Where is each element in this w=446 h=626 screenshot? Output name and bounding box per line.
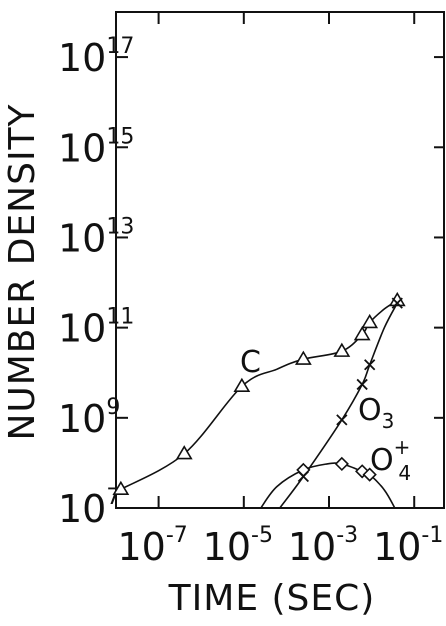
data-point-c	[233, 377, 251, 393]
x-tick-label: 10-5	[203, 523, 273, 569]
data-point-o4	[296, 462, 311, 478]
y-tick-label: 107	[58, 485, 120, 531]
y-tick-label: 1013	[58, 214, 134, 260]
y-axis-title: NUMBER DENSITY	[2, 103, 43, 440]
data-point-c	[361, 313, 379, 329]
data-point-c	[294, 350, 312, 365]
data-point-o3	[364, 359, 376, 371]
data-point-c	[175, 445, 193, 460]
axis-ticks	[116, 12, 444, 509]
x-tick-label: 10-1	[373, 523, 443, 569]
y-tick-label: 1011	[58, 305, 134, 351]
data-point-o3	[356, 378, 368, 391]
y-tick-label: 1015	[58, 124, 134, 170]
series-labels: C O3O+ 4	[240, 345, 411, 485]
y-tick-label: 109	[58, 395, 120, 441]
series-label-o4: O+ 4	[370, 435, 411, 485]
series-curves	[120, 299, 399, 509]
data-point-c	[112, 480, 130, 495]
data-point-o4	[362, 467, 377, 482]
x-axis-title: TIME (SEC)	[168, 578, 376, 619]
x-tick-label: 10-3	[288, 523, 358, 569]
y-tick-label: 1017	[58, 34, 134, 80]
series-label-o3: O3	[358, 393, 394, 433]
x-tick-label: 10-7	[117, 523, 187, 569]
series-label-c: C	[240, 345, 261, 380]
data-point-c	[353, 326, 371, 341]
series-markers	[112, 291, 406, 495]
plot-frame	[115, 11, 445, 509]
data-point-o4	[334, 456, 349, 472]
data-point-o3	[391, 297, 403, 309]
axis-tick-labels: 10-7 10-5 10-3 10-1 107 109 1011 1013 1015 1017	[58, 34, 443, 569]
data-point-o3	[336, 414, 348, 426]
series-line-c	[120, 299, 398, 490]
data-point-c	[333, 342, 351, 357]
